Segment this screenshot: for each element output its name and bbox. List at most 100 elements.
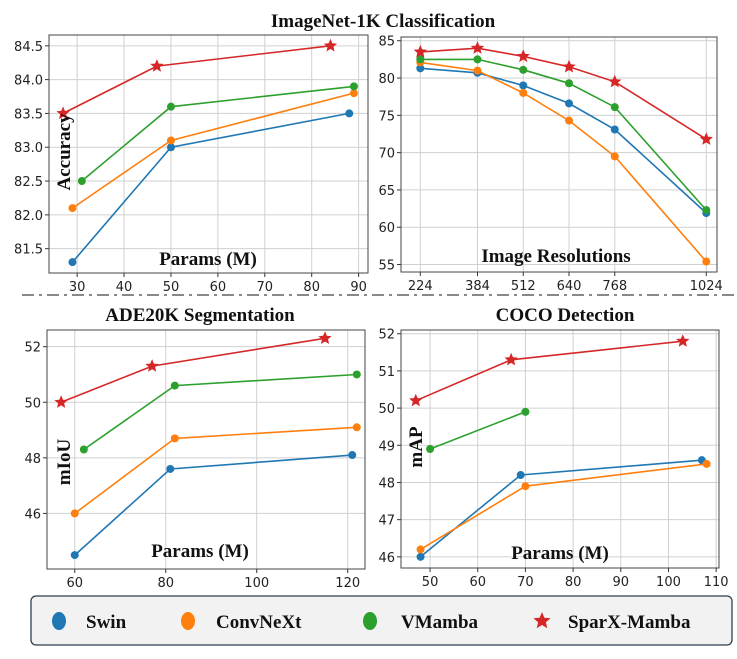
y-tick-label: 51: [378, 365, 395, 380]
y-axis-label: Accuracy: [54, 113, 75, 191]
data-point: [170, 381, 179, 390]
legend-item-swin: Swin: [52, 612, 127, 633]
x-tick-label: 70: [257, 280, 274, 295]
x-tick-label: 70: [517, 575, 534, 590]
plot-area: [401, 37, 717, 272]
legend-circle-marker: [52, 612, 66, 630]
series-line: [420, 67, 707, 214]
y-tick-label: 84.5: [14, 40, 43, 55]
data-point: [349, 82, 358, 91]
data-point-star: [516, 49, 530, 63]
data-point: [77, 177, 86, 186]
legend-item-sparx-mamba: SparX-Mamba: [533, 612, 691, 633]
y-tick-label: 46: [24, 507, 41, 522]
x-tick-label: 768: [602, 279, 627, 294]
legend-label: Swin: [86, 612, 127, 633]
x-tick-label: 100: [656, 575, 681, 590]
series-line: [429, 411, 526, 450]
x-tick-label: 224: [408, 279, 433, 294]
data-point: [702, 206, 711, 215]
subplot-title: ADE20K Segmentation: [105, 305, 295, 326]
legend-item-convnext: ConvNeXt: [181, 612, 302, 633]
y-tick-label: 55: [378, 259, 395, 274]
y-tick-label: 83.0: [14, 141, 43, 156]
y-tick-label: 80: [378, 72, 395, 87]
x-tick-label: 60: [469, 575, 486, 590]
y-tick-label: 49: [378, 439, 395, 454]
series-convnext: [70, 423, 361, 518]
y-tick-label: 50: [24, 396, 41, 411]
legend-label: ConvNeXt: [216, 612, 302, 633]
y-tick-label: 50: [378, 402, 395, 417]
y-tick-label: 84.0: [14, 74, 43, 89]
x-tick-label: 512: [511, 279, 536, 294]
data-point: [521, 482, 530, 491]
data-point-star: [56, 106, 70, 120]
legend-item-vmamba: VMamba: [363, 612, 479, 633]
x-tick-label: 110: [704, 575, 729, 590]
y-tick-label: 47: [378, 514, 395, 529]
data-point-star: [470, 41, 485, 54]
legend-circle-marker: [363, 612, 377, 630]
legend-star-marker: [533, 612, 551, 629]
y-tick-label: 85: [378, 35, 395, 50]
data-point: [702, 459, 711, 468]
series-line: [420, 47, 707, 140]
data-point: [519, 88, 528, 97]
series-convnext: [416, 58, 711, 266]
y-tick-label: 60: [378, 221, 395, 236]
data-point: [68, 258, 77, 267]
data-point: [416, 55, 425, 64]
series-vmamba: [79, 370, 361, 454]
y-tick-label: 82.0: [14, 209, 43, 224]
x-tick-label: 80: [303, 280, 320, 295]
data-point: [352, 370, 361, 379]
y-axis-label: mIoU: [54, 439, 75, 486]
subplot-1: 30 40 50 60 70 80 90 81.5 82.0 82.5 83.0 83.5 84.0 84…: [14, 34, 369, 295]
series-vmamba: [426, 407, 530, 453]
y-tick-label: 75: [378, 109, 395, 124]
x-tick-label: 1024: [690, 279, 723, 294]
y-tick-label: 52: [378, 328, 395, 343]
data-point: [416, 545, 425, 554]
plot-frame: [400, 329, 720, 569]
plot-frame: [46, 329, 366, 570]
data-point-star: [323, 38, 338, 52]
data-point: [426, 445, 435, 453]
data-point-star: [413, 44, 427, 58]
data-point-star: [676, 334, 690, 347]
x-tick-label: 90: [350, 280, 367, 295]
legend-label: SparX-Mamba: [568, 612, 691, 633]
plot-area: [47, 330, 365, 569]
data-point: [565, 79, 574, 88]
legend-label: VMamba: [401, 612, 479, 633]
x-axis-label: Params (M): [511, 543, 609, 564]
data-point: [610, 125, 619, 134]
x-tick-label: 50: [422, 575, 439, 590]
x-tick-label: 90: [613, 575, 630, 590]
data-point-star: [145, 359, 159, 372]
y-tick-label: 48: [378, 476, 395, 491]
data-point: [416, 64, 425, 73]
y-tick-label: 81.5: [14, 243, 43, 258]
y-axis-label: mAP: [406, 426, 427, 468]
data-point: [610, 152, 619, 161]
data-point: [345, 109, 354, 118]
data-point: [565, 99, 574, 108]
y-tick-label: 83.5: [14, 107, 43, 122]
data-point: [610, 103, 619, 112]
x-axis-label: Params (M): [159, 249, 257, 270]
data-point: [166, 102, 175, 111]
series-sparx-mamba: [413, 41, 713, 145]
subplot-4: 50 60 70 80 90 100 110 46 47 48 49 50 51 52 COCO Detec…: [378, 305, 728, 590]
data-point-star: [409, 393, 423, 407]
y-tick-label: 65: [378, 184, 395, 199]
x-tick-label: 80: [157, 576, 174, 591]
data-point: [416, 552, 425, 561]
x-tick-label: 100: [244, 576, 269, 591]
y-tick-label: 70: [378, 147, 395, 162]
series-vmamba: [416, 55, 711, 215]
subplot-2: 224 384 512 640 768 1024 55 60 65 70 75 80 85 Image R…: [378, 35, 722, 294]
y-tick-label: 48: [24, 452, 41, 467]
